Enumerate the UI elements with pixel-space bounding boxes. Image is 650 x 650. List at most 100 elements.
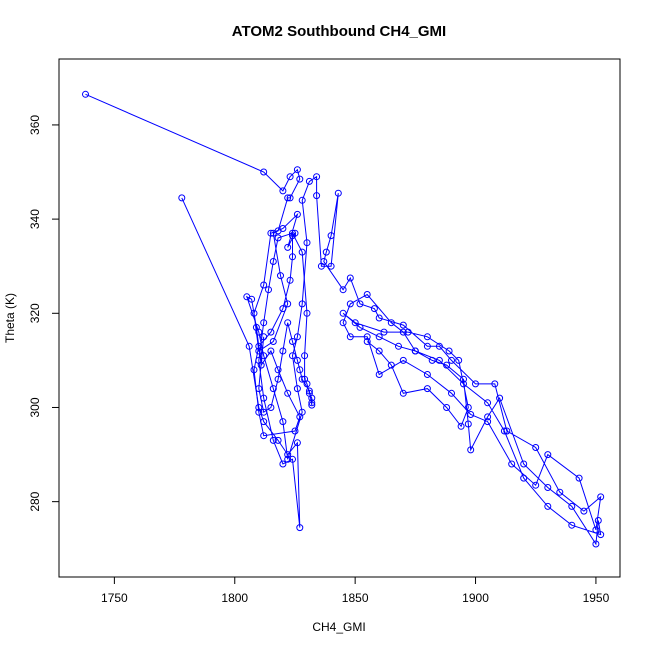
data-point — [575, 474, 583, 482]
data-point — [520, 460, 528, 468]
data-point — [500, 427, 508, 435]
data-point — [375, 347, 383, 355]
data-point — [178, 194, 186, 202]
data-point — [399, 328, 407, 336]
plot-frame — [58, 58, 621, 578]
data-point — [443, 361, 451, 369]
data-point — [284, 319, 292, 327]
data-point — [284, 451, 292, 459]
data-point — [592, 540, 600, 548]
data-point — [597, 493, 605, 501]
data-point — [303, 239, 311, 247]
data-point — [472, 380, 479, 388]
data-point — [286, 194, 294, 202]
data-point — [399, 321, 407, 329]
data-point — [293, 333, 301, 341]
data-point — [594, 517, 602, 524]
data-point — [260, 352, 268, 360]
data-point — [308, 401, 316, 409]
data-point — [496, 394, 504, 402]
data-point — [363, 333, 371, 341]
data-point — [320, 258, 328, 265]
data-point — [411, 347, 419, 355]
data-point — [556, 488, 564, 496]
data-point — [346, 333, 354, 341]
data-point — [484, 399, 492, 407]
x-tick-label: 1800 — [221, 591, 248, 605]
data-point — [298, 248, 306, 256]
data-point — [322, 248, 330, 256]
x-tick-label: 1750 — [101, 591, 128, 605]
y-tick-label: 360 — [28, 115, 42, 135]
data-point — [428, 356, 436, 364]
data-point — [346, 300, 354, 308]
data-point — [289, 338, 296, 345]
data-point — [293, 385, 301, 393]
data-point — [592, 526, 600, 534]
data-point — [255, 404, 263, 411]
data-point — [568, 521, 576, 529]
data-point — [255, 408, 263, 416]
data-point — [443, 404, 451, 411]
data-point — [467, 411, 475, 418]
data-point — [346, 274, 354, 282]
data-point — [250, 309, 258, 317]
data-point — [327, 262, 335, 270]
data-point — [255, 328, 263, 336]
data-point — [289, 352, 296, 360]
data-point — [435, 342, 443, 350]
data-point — [303, 309, 311, 317]
y-tick-label: 300 — [28, 397, 42, 417]
data-point — [279, 305, 287, 313]
data-point — [305, 177, 313, 185]
data-point — [255, 342, 263, 350]
data-point — [291, 427, 299, 435]
data-point — [296, 524, 304, 532]
data-point — [503, 427, 511, 435]
data-point — [484, 413, 492, 421]
data-point — [568, 502, 576, 510]
data-point — [313, 192, 321, 200]
data-point — [303, 380, 311, 388]
data-point — [460, 375, 467, 383]
data-point — [298, 375, 306, 383]
data-point — [597, 531, 605, 539]
data-point — [363, 291, 371, 298]
data-point — [269, 436, 277, 444]
x-axis: 1750 1800 1850 1900 1950 — [101, 577, 610, 605]
data-point — [279, 225, 287, 232]
data-point — [435, 356, 443, 364]
data-point — [284, 389, 292, 397]
data-point — [544, 484, 552, 491]
data-point — [580, 507, 588, 515]
data-point — [265, 286, 272, 294]
data-point — [356, 323, 364, 331]
data-point — [375, 333, 383, 341]
data-point — [289, 229, 296, 237]
data-point — [508, 460, 516, 468]
data-point — [308, 394, 316, 402]
data-point — [267, 229, 275, 237]
data-point — [260, 408, 268, 416]
data-point — [284, 455, 292, 463]
data-point — [520, 474, 528, 482]
data-point — [293, 356, 301, 364]
data-point — [464, 404, 472, 411]
series-line — [181, 197, 313, 528]
data-point — [274, 375, 282, 383]
data-point — [274, 234, 282, 242]
data-point — [267, 404, 275, 411]
x-tick-label: 1900 — [462, 591, 489, 605]
data-point — [293, 166, 301, 174]
data-point — [260, 432, 268, 440]
data-point — [380, 328, 388, 336]
data-point — [399, 389, 407, 397]
data-point — [423, 342, 431, 350]
data-point — [82, 90, 89, 98]
data-point — [445, 347, 453, 355]
data-point — [313, 173, 321, 181]
data-point — [387, 319, 395, 327]
data-point — [243, 293, 251, 301]
chart-title: ATOM2 Southbound CH4_GMI — [232, 23, 446, 40]
